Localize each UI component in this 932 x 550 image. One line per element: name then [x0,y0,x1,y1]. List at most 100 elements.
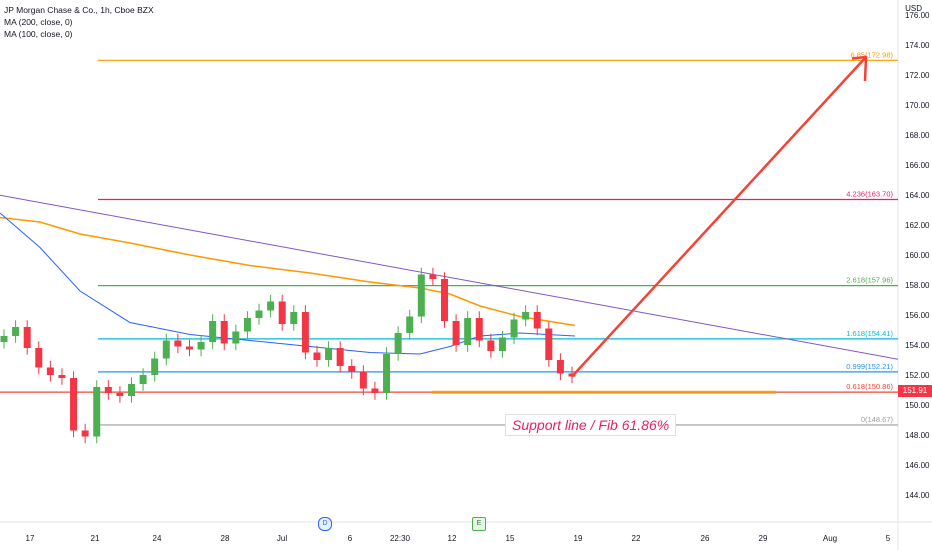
candle-body [81,430,89,437]
y-tick-label: 156.00 [905,311,930,320]
candle-body [522,312,530,320]
x-tick-label: 29 [759,534,768,543]
candle-body [417,274,425,317]
candle-body [174,340,182,347]
support-zone [432,390,776,394]
candle-body [104,387,112,393]
candle-body [371,388,379,393]
y-tick-label: 164.00 [905,191,930,200]
candle-body [151,358,159,375]
x-tick-label: 28 [221,534,230,543]
candle-body [35,348,43,368]
x-tick-label: 21 [91,534,100,543]
candle-body [0,336,8,342]
candle-body [255,310,263,318]
candle-body [359,372,367,389]
candle-body [301,312,309,353]
candle-body [278,301,286,324]
candle-body [556,360,564,374]
candle-body [93,387,101,437]
y-tick-label: 154.00 [905,341,930,350]
y-tick-label: 148.00 [905,431,930,440]
currency-label: USD [905,4,922,13]
candle-body [116,393,124,396]
x-tick-label: 17 [26,534,35,543]
candle-body [464,318,472,345]
projection-arrow-line [571,56,867,378]
candle-body [23,327,31,348]
candle-body [510,319,518,338]
candle-body [325,348,333,360]
x-tick-label: 15 [506,534,515,543]
candle-body [406,316,414,333]
candle-body [290,312,298,324]
candle-body [58,375,66,378]
candle-body [232,331,240,344]
candle-body [185,346,193,350]
candle-body [336,348,344,366]
candle-body [128,384,136,396]
earnings-marker[interactable]: E [472,517,486,531]
x-tick-label: Jul [277,534,287,543]
candle-body [487,340,495,351]
symbol-title: JP Morgan Chase & Co., 1h, Cboe BZX [4,5,154,15]
candle-body [545,328,553,360]
x-tick-label: 22:30 [390,534,411,543]
fib-level-label: 6.85(172.98) [850,50,893,59]
x-tick-label: 19 [574,534,583,543]
candle-body [12,327,20,336]
candle-body [220,321,228,344]
y-tick-label: 174.00 [905,41,930,50]
ma200-legend: MA (200, close, 0) [4,17,73,27]
y-tick-label: 172.00 [905,71,930,80]
candle-body [394,333,402,354]
y-tick-label: 158.00 [905,281,930,290]
candle-body [243,318,251,332]
candle-body [46,367,54,375]
y-tick-label: 166.00 [905,161,930,170]
candle-body [162,340,170,359]
x-tick-label: Aug [823,534,837,543]
fib-level-label: 4.236(163.70) [846,190,893,199]
y-tick-label: 150.00 [905,401,930,410]
y-tick-label: 168.00 [905,131,930,140]
ma200-line [0,216,576,327]
candle-body [383,354,391,393]
y-tick-label: 162.00 [905,221,930,230]
candle-body [139,375,147,384]
fib-level-label: 0(148.67) [861,415,894,424]
candle-body [313,352,321,360]
candle-body [267,301,275,311]
dividend-marker[interactable]: D [318,517,332,531]
candle-body [348,366,356,372]
fib-level-label: 2.618(157.96) [846,276,893,285]
candle-body [533,312,541,329]
y-tick-label: 152.00 [905,371,930,380]
y-tick-label: 176.00 [905,11,930,20]
candle-body [452,321,460,345]
ma100-legend: MA (100, close, 0) [4,29,73,39]
candle-body [498,337,506,351]
candle-body [209,321,217,342]
candle-body [429,274,437,279]
x-tick-label: 22 [632,534,641,543]
x-tick-label: 6 [348,534,353,543]
x-tick-label: 12 [448,534,457,543]
y-tick-label: 146.00 [905,461,930,470]
candle-body [440,279,448,321]
candle-body [197,342,205,350]
y-tick-label: 144.00 [905,491,930,500]
fib-level-label: 0.999(152.21) [846,362,893,371]
x-tick-label: 24 [153,534,162,543]
fib-level-label: 0.618(150.86) [846,382,893,391]
current-price-tag: 151.91 [898,385,932,397]
projection-arrow-head [851,55,868,82]
chart-legend: JP Morgan Chase & Co., 1h, Cboe BZX MA (… [4,4,154,40]
candle-body [475,318,483,341]
x-tick-label: 26 [701,534,710,543]
y-tick-label: 160.00 [905,251,930,260]
support-annotation: Support line / Fib 61.86% [505,414,677,436]
x-tick-label: 5 [886,534,891,543]
